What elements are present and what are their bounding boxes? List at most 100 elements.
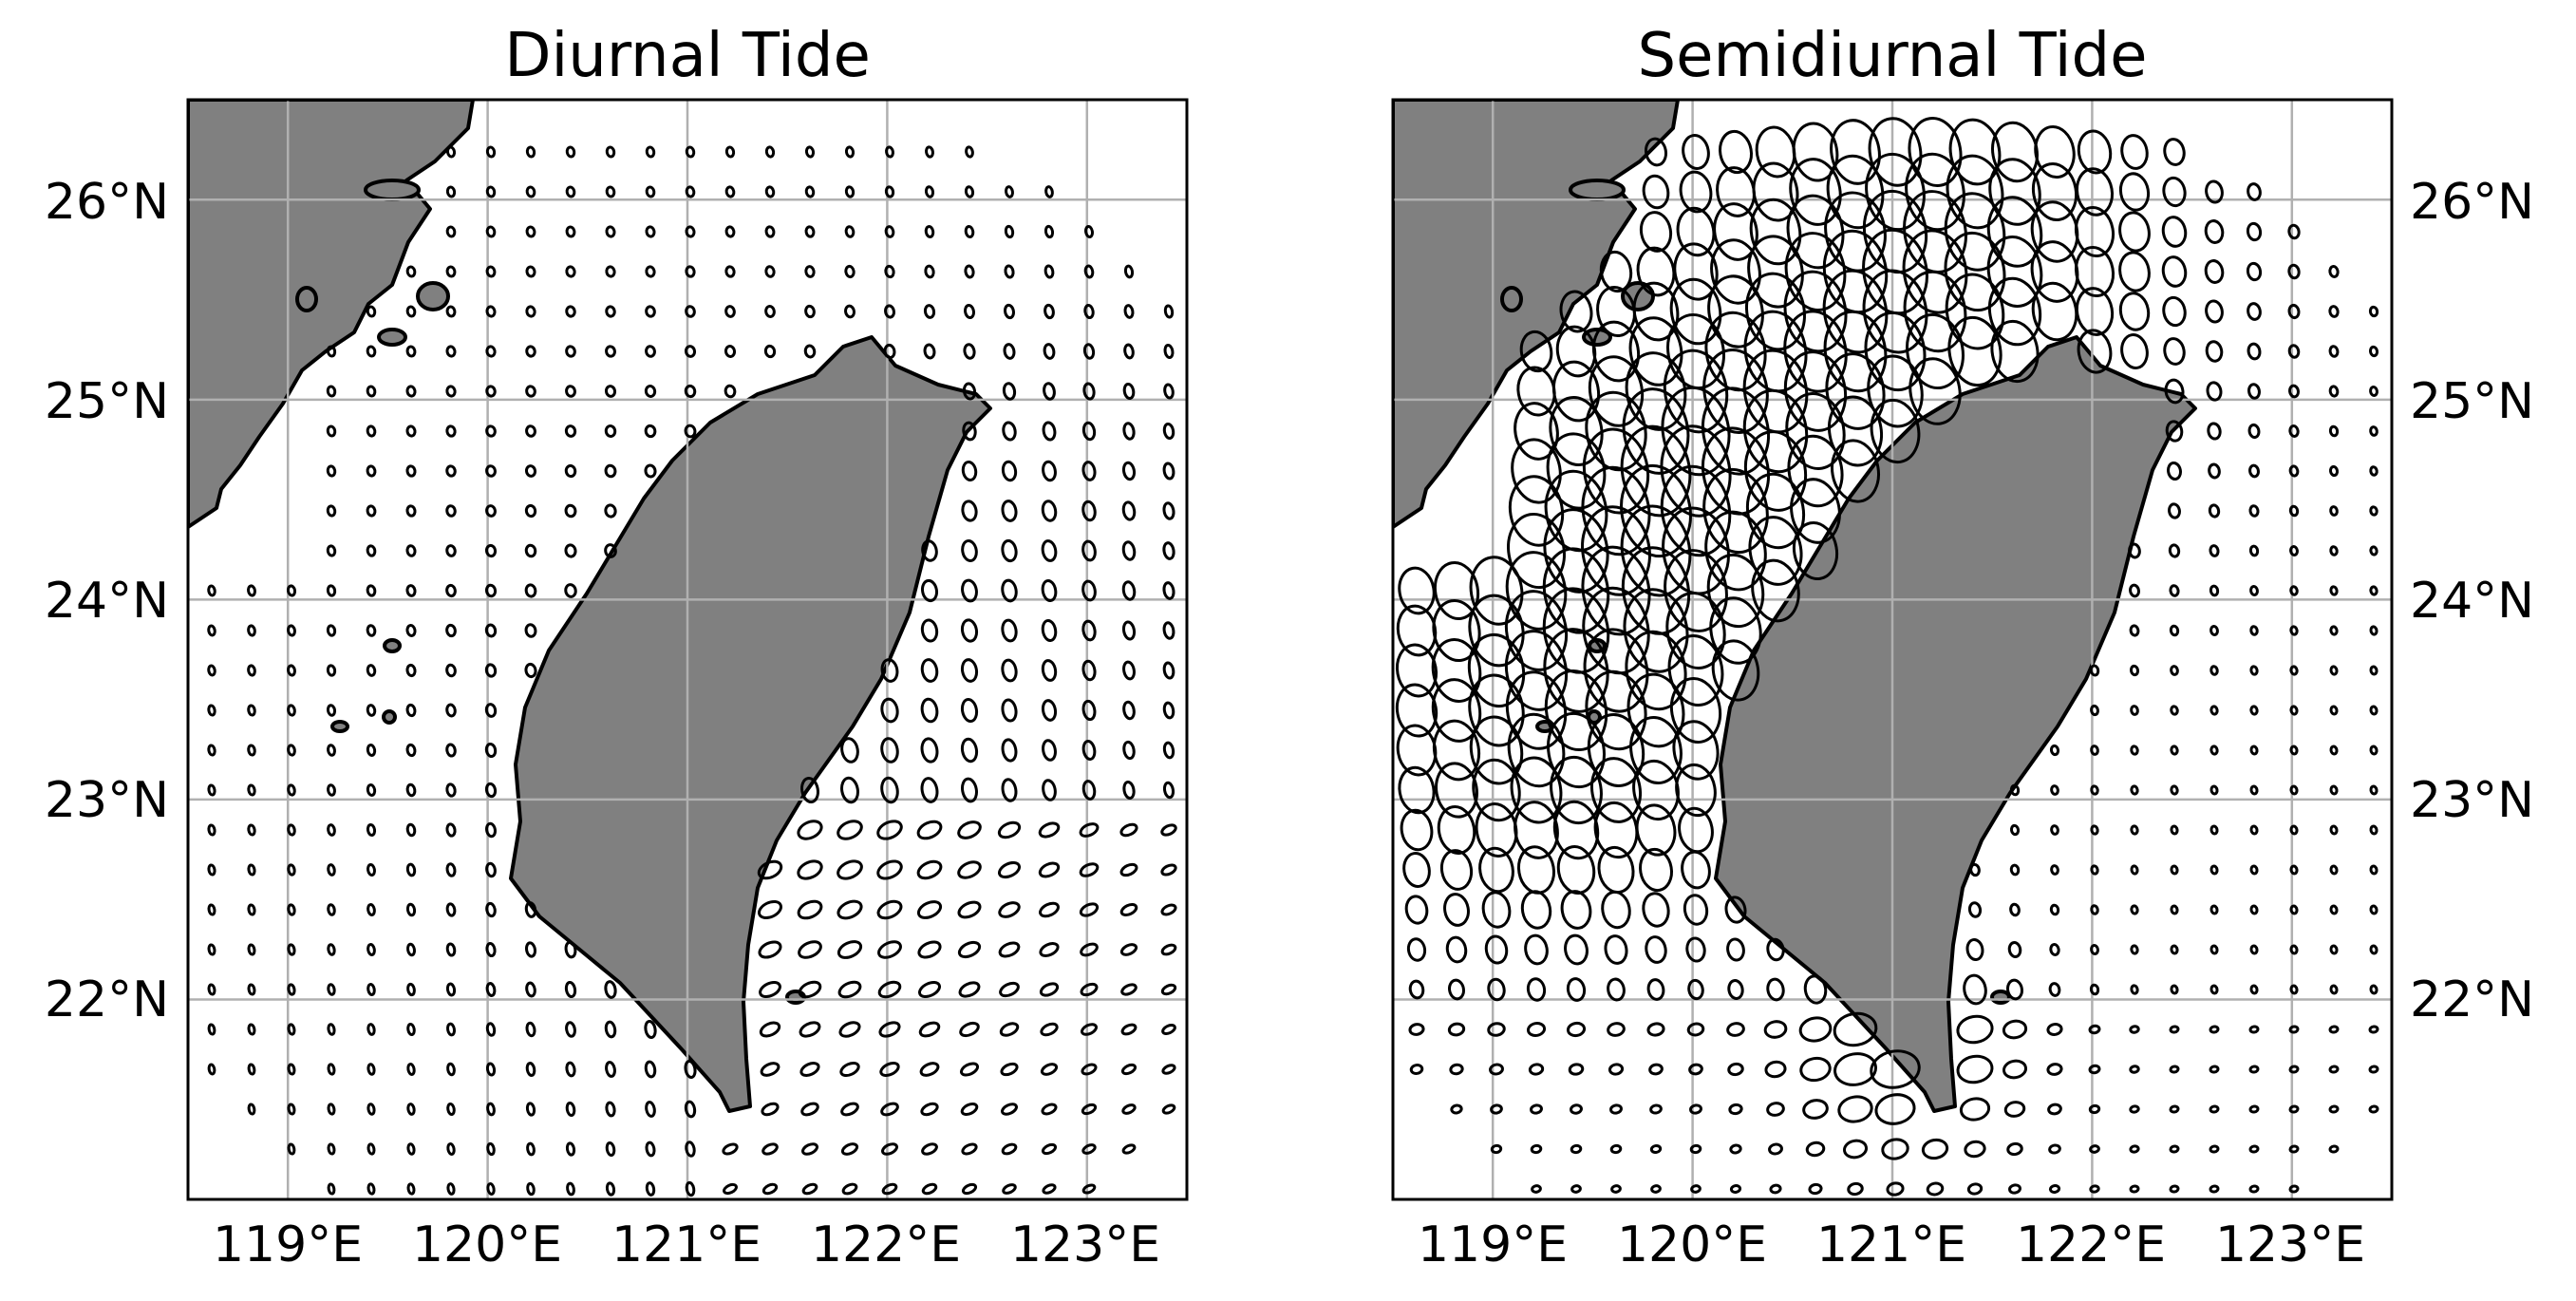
tidal-ellipse (1870, 398, 1921, 464)
tidal-ellipse (2008, 1183, 2021, 1195)
tidal-ellipse (837, 899, 863, 920)
tidal-ellipse (2288, 1184, 2300, 1194)
tidal-ellipse (925, 145, 934, 159)
tidal-ellipse (1080, 942, 1099, 957)
tidal-ellipse (1398, 566, 1436, 615)
tidal-ellipse (2209, 944, 2219, 955)
tidal-ellipse (1162, 581, 1175, 600)
tidal-ellipse (2249, 585, 2259, 596)
tidal-ellipse (2288, 1065, 2300, 1074)
tidal-ellipse (1628, 316, 1683, 387)
tidal-ellipse (2164, 378, 2185, 405)
tidal-ellipse (605, 185, 616, 198)
tidal-ellipse (287, 943, 296, 956)
tidal-ellipse (247, 704, 256, 717)
tidal-ellipse (1743, 430, 1808, 512)
tidal-ellipse (485, 225, 497, 238)
tidal-ellipse (1646, 1022, 1665, 1037)
tidal-ellipse (799, 1021, 821, 1038)
tidal-ellipse (405, 703, 417, 718)
tidal-ellipse (287, 624, 296, 637)
tidal-ellipse (2088, 1103, 2101, 1115)
tidal-ellipse (999, 981, 1020, 998)
tidal-ellipse (326, 704, 337, 717)
tidal-ellipse (2209, 745, 2219, 756)
tidal-ellipse (326, 345, 337, 358)
tidal-ellipse (2090, 745, 2099, 756)
tidal-ellipse (837, 980, 862, 999)
tidal-ellipse (405, 265, 417, 278)
map-area-semidiurnal (1393, 100, 2392, 1199)
tidal-ellipse (924, 225, 935, 238)
tidal-ellipse (2329, 505, 2339, 517)
tidal-ellipse (1042, 421, 1057, 442)
tidal-ellipse (1903, 190, 1967, 273)
mainland-diurnal (188, 100, 475, 529)
tidal-ellipse (684, 424, 697, 439)
tidal-ellipse (1681, 850, 1711, 890)
tidal-ellipse (924, 264, 935, 279)
x-tick-semidiurnal-123: 123°E (2215, 1216, 2365, 1273)
tidal-ellipse (2170, 864, 2179, 876)
tidal-ellipse (367, 983, 376, 996)
tidal-ellipse (1001, 618, 1018, 643)
tidal-ellipse (1607, 1022, 1626, 1037)
tidal-ellipse (2246, 221, 2263, 242)
tidal-ellipse (247, 1103, 256, 1116)
tidal-ellipse (1432, 719, 1481, 782)
tidal-ellipse (1450, 1103, 1463, 1115)
tidal-ellipse (1041, 618, 1058, 643)
tidal-ellipse (1947, 315, 2003, 387)
tidal-ellipse (923, 343, 936, 360)
tidal-ellipse (961, 538, 978, 563)
tidal-ellipse (1591, 320, 1641, 383)
tidal-ellipse (645, 225, 656, 238)
tidal-ellipse (2288, 464, 2300, 478)
tidal-ellipse (2329, 944, 2339, 955)
tidal-ellipse (2329, 585, 2339, 596)
tidal-ellipse (1682, 134, 1710, 170)
tidal-ellipse (1689, 1143, 1702, 1155)
tidal-ellipse (1666, 312, 1725, 390)
tidal-ellipse (2248, 1025, 2260, 1034)
tidal-ellipse (1041, 1142, 1058, 1156)
tidal-ellipse (565, 345, 576, 358)
tidal-ellipse (207, 783, 216, 797)
tidal-ellipse (1544, 669, 1608, 752)
tidal-ellipse (2129, 624, 2140, 637)
islet-diurnal (382, 709, 397, 725)
x-tick-semidiurnal-119: 119°E (1418, 1216, 1568, 1273)
tidal-ellipse (327, 903, 336, 916)
tidal-ellipse (1505, 670, 1568, 750)
tidal-ellipse (1926, 1181, 1945, 1197)
tidal-ellipse (2090, 704, 2099, 717)
tidal-ellipse (1081, 579, 1097, 602)
tidal-ellipse (844, 225, 856, 238)
tidal-ellipse (798, 980, 822, 999)
tidal-ellipse (685, 145, 696, 159)
x-axis-semidiurnal: 119°E 120°E 121°E 122°E 123°E (1418, 1216, 2365, 1273)
tidal-ellipse (2209, 1025, 2220, 1034)
tidal-ellipse (1162, 701, 1175, 720)
tidal-ellipse (1079, 862, 1100, 877)
tidal-ellipse (685, 225, 696, 238)
tidal-ellipse (2170, 984, 2179, 995)
tidal-ellipse (1121, 580, 1137, 601)
islet-semidiurnal (1990, 990, 2011, 1005)
tidal-ellipse (2209, 1065, 2220, 1074)
tidal-ellipse (367, 1142, 376, 1156)
tidal-ellipse (885, 145, 894, 159)
tidal-ellipse (763, 344, 777, 359)
tidal-ellipse (2169, 624, 2180, 637)
tidal-ellipse (1566, 1021, 1587, 1038)
tidal-ellipse (722, 1142, 739, 1156)
tidal-ellipse (2209, 584, 2220, 597)
tidal-ellipse (326, 424, 337, 438)
tidal-ellipse (1409, 1064, 1424, 1075)
y-tick-diurnal-25: 25°N (45, 373, 169, 430)
tidal-ellipse (1547, 711, 1606, 789)
tidal-ellipse (525, 265, 536, 278)
tidal-ellipse (844, 145, 856, 159)
tidal-ellipse (1867, 354, 1924, 428)
tidal-ellipse (1787, 434, 1844, 508)
